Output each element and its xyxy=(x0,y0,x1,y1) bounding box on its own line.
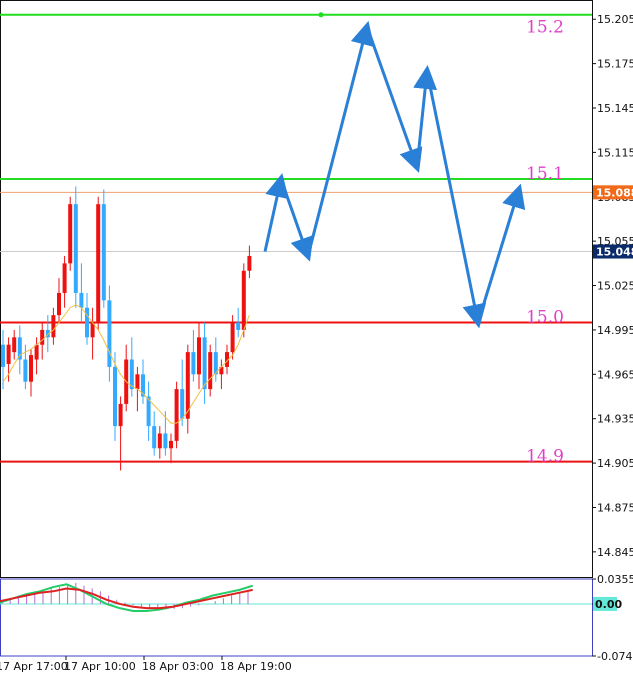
y-tick-label: 14.845 xyxy=(597,546,633,559)
zero-tag-box xyxy=(593,596,617,611)
candle-body xyxy=(152,426,157,449)
y-tick-label: 14.935 xyxy=(597,413,633,426)
forecast-arrow xyxy=(425,70,487,329)
level-label: 15.2 xyxy=(526,18,564,38)
x-tick-label: 18 Apr 19:00 xyxy=(220,660,292,673)
candle-body xyxy=(247,255,252,271)
y-tick-label: 15.115 xyxy=(597,146,633,159)
forecast-arrow xyxy=(279,178,314,262)
forecast-arrow xyxy=(263,173,289,252)
candle-body xyxy=(169,440,173,449)
price-tag-label: 15.048 xyxy=(596,246,633,259)
candle-body xyxy=(79,292,84,308)
candle-body xyxy=(34,344,39,360)
candle-body xyxy=(230,322,235,353)
candle-body xyxy=(185,352,190,419)
moving-average-line xyxy=(2,304,250,424)
price-tag-box xyxy=(593,185,633,200)
oscillator-line xyxy=(0,583,254,612)
y-tick-label: 15.205 xyxy=(597,13,633,26)
candle-body xyxy=(51,315,56,338)
y-tick-label: 15.025 xyxy=(597,280,633,293)
osc-tick-label: 0.0355 xyxy=(597,573,633,586)
candle-body xyxy=(236,322,241,330)
forecast-arrow xyxy=(306,20,375,257)
y-tick-label: 14.905 xyxy=(597,457,633,470)
candle-body xyxy=(90,322,95,338)
candle-body xyxy=(6,344,11,364)
x-tick-label: 17 Apr 10:00 xyxy=(64,660,136,673)
candle-body xyxy=(135,374,140,390)
candle-body xyxy=(96,204,101,323)
candle-body xyxy=(225,352,229,367)
candle-body xyxy=(23,359,28,382)
candle-body xyxy=(163,433,168,449)
candle-body xyxy=(241,270,246,330)
candle-body xyxy=(219,366,224,375)
level-label: 14.9 xyxy=(526,447,564,467)
main-price-panel: 15.2 15.1 15.0 14.9 xyxy=(0,0,593,578)
candle-body xyxy=(129,359,134,390)
candle-body xyxy=(29,355,33,382)
candle-body xyxy=(157,433,162,449)
level-label: 15.1 xyxy=(526,164,564,184)
candle-body xyxy=(113,366,117,427)
forecast-arrow xyxy=(476,183,526,323)
candle-body xyxy=(202,337,207,390)
candle-body xyxy=(213,352,218,375)
level-label: 15.0 xyxy=(526,308,564,328)
candle-body xyxy=(191,352,196,375)
candle-body xyxy=(85,307,89,338)
candle-body xyxy=(62,263,67,293)
zero-tag-label: 0.00 xyxy=(595,598,622,611)
level-anchor-dot xyxy=(318,12,324,18)
candle-body xyxy=(73,204,78,293)
candle-body xyxy=(146,396,151,427)
y-tick-label: 15.145 xyxy=(597,102,633,115)
forecast-arrow xyxy=(365,26,423,173)
candle-body xyxy=(197,337,201,375)
main-panel-frame xyxy=(0,0,593,578)
price-tag-label: 15.088 xyxy=(596,186,633,199)
candle-body xyxy=(40,329,45,345)
x-tick-label: 17 Apr 17:00 xyxy=(0,660,68,673)
candle-body xyxy=(12,337,17,353)
y-tick-label: 14.875 xyxy=(597,501,633,514)
price-tag-box xyxy=(593,244,633,259)
axes: 15.20515.17515.14515.11515.08515.05515.0… xyxy=(0,13,633,673)
oscillator-line xyxy=(0,587,253,610)
x-tick-label: 18 Apr 03:00 xyxy=(142,660,214,673)
y-tick-label: 14.995 xyxy=(597,324,633,337)
forecast-arrow xyxy=(413,65,438,168)
y-tick-label: 14.965 xyxy=(597,368,633,381)
candle-body xyxy=(141,374,145,397)
candle-body xyxy=(107,300,112,367)
candle-body xyxy=(101,204,106,301)
candle-body xyxy=(180,389,185,419)
oscillator-panel xyxy=(0,578,593,657)
candle-body xyxy=(57,292,61,316)
osc-tick-label: -0.0741 xyxy=(597,650,633,663)
candle-body xyxy=(17,337,22,360)
oscillator-panel-frame xyxy=(0,578,593,657)
candle-body xyxy=(174,389,179,441)
candle-body xyxy=(45,329,50,338)
y-tick-label: 15.175 xyxy=(597,58,633,71)
candle-body xyxy=(68,204,73,264)
candle-body xyxy=(1,344,5,367)
candle-body xyxy=(208,352,213,390)
candle-body xyxy=(118,403,123,427)
